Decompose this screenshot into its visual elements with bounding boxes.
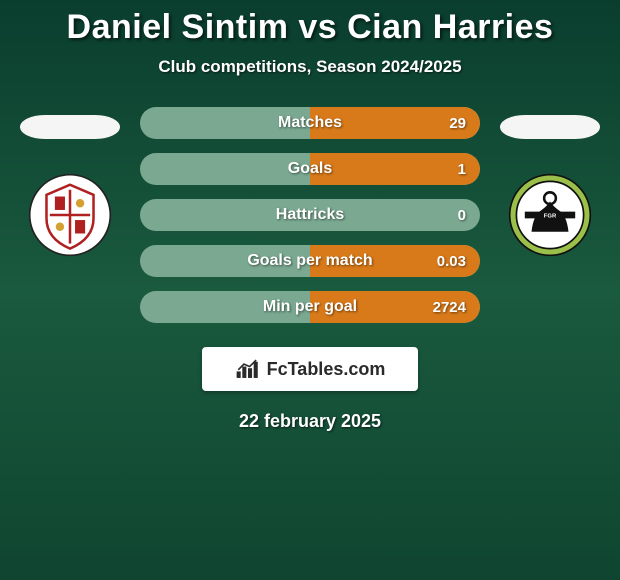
shield-icon: FGR — [508, 173, 592, 257]
shield-icon — [28, 173, 112, 257]
svg-text:FGR: FGR — [544, 214, 557, 220]
brand-badge[interactable]: FcTables.com — [202, 347, 418, 391]
stat-value-right: 0 — [458, 207, 466, 224]
stat-row: Min per goal 2724 — [140, 291, 480, 323]
stat-value-right: 2724 — [433, 299, 466, 316]
stat-label: Goals per match — [247, 252, 372, 270]
club-right-crest: FGR — [500, 173, 600, 257]
comparison-card: Daniel Sintim vs Cian Harries Club compe… — [0, 0, 620, 432]
stat-row: Goals 1 — [140, 153, 480, 185]
player-right-photo — [500, 115, 600, 139]
brand-label: FcTables.com — [267, 359, 386, 380]
page-title: Daniel Sintim vs Cian Harries — [67, 8, 554, 47]
player-left-column — [10, 107, 130, 257]
stat-row: Matches 29 — [140, 107, 480, 139]
date-label: 22 february 2025 — [239, 411, 381, 432]
club-left-crest — [20, 173, 120, 257]
comparison-body: Matches 29 Goals 1 Hattricks 0 Goals per match… — [0, 107, 620, 323]
stat-label: Hattricks — [276, 206, 344, 224]
stat-value-right: 29 — [449, 115, 466, 132]
stat-row: Goals per match 0.03 — [140, 245, 480, 277]
stat-label: Goals — [288, 160, 332, 178]
stat-value-right: 0.03 — [437, 253, 466, 270]
chart-icon — [235, 358, 261, 380]
player-left-photo — [20, 115, 120, 139]
stat-row: Hattricks 0 — [140, 199, 480, 231]
subtitle: Club competitions, Season 2024/2025 — [158, 57, 461, 77]
stat-label: Matches — [278, 114, 342, 132]
stat-fill-right — [310, 153, 480, 185]
stat-value-right: 1 — [458, 161, 466, 178]
player-right-column: FGR — [490, 107, 610, 257]
stats-table: Matches 29 Goals 1 Hattricks 0 Goals per match… — [140, 107, 480, 323]
stat-label: Min per goal — [263, 298, 357, 316]
